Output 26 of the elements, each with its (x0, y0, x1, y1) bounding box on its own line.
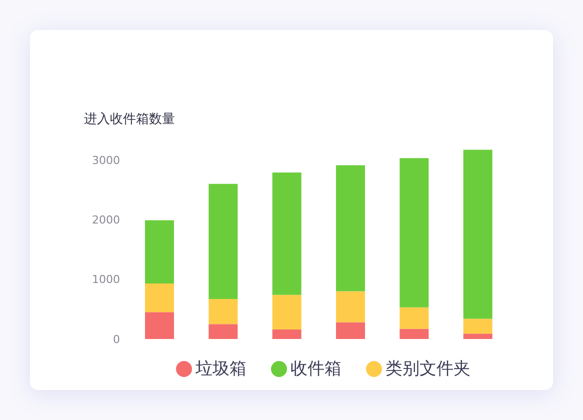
legend-label: 垃圾箱 (196, 359, 246, 379)
bar (400, 328, 429, 339)
bar (145, 283, 174, 312)
bar (208, 184, 238, 300)
bar (145, 220, 174, 284)
legend-label: 收件箱 (290, 359, 342, 379)
legend-label: 类别文件夹 (386, 359, 470, 379)
y-tick-label: 0 (113, 332, 120, 346)
bar (463, 150, 492, 319)
bar (272, 329, 302, 339)
y-axis-title: 进入收件箱数量 (84, 111, 175, 128)
y-tick-label: 1000 (92, 273, 120, 286)
bar (336, 291, 365, 322)
bar (272, 294, 302, 330)
bar (400, 158, 429, 308)
y-tick-label: 3000 (92, 154, 120, 167)
bar (145, 312, 174, 339)
bar (272, 172, 302, 295)
bar (463, 334, 492, 339)
bar (208, 299, 238, 324)
bar (336, 165, 365, 292)
bar (400, 307, 429, 329)
y-tick-label: 2000 (92, 214, 120, 227)
bar (208, 324, 238, 339)
bar (336, 322, 365, 339)
bar (463, 318, 492, 334)
